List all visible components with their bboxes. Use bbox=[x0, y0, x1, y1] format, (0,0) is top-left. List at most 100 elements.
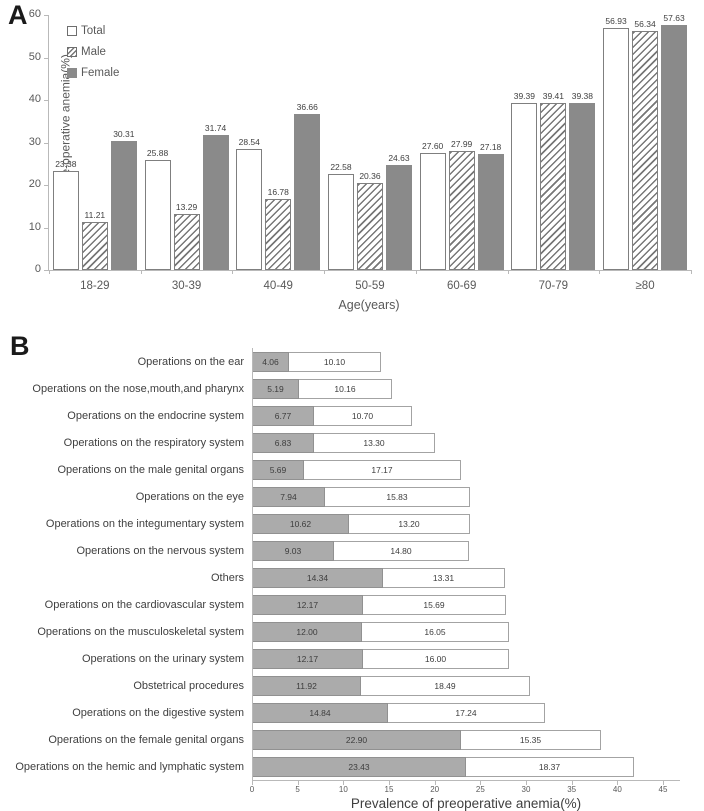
value-label: 27.99 bbox=[451, 139, 473, 149]
value-label: 31.74 bbox=[204, 123, 227, 133]
legend-swatch-male-icon bbox=[67, 47, 77, 57]
bar-area: 5.69 17.17 bbox=[252, 459, 704, 480]
bar-row-operations-on-the-integumentary-system: Operations on the integumentary system 10… bbox=[0, 510, 704, 537]
x-tick-label-b: 20 bbox=[430, 785, 440, 794]
x-tick-label-b: 10 bbox=[338, 785, 348, 794]
value-label: 12.17 bbox=[296, 653, 319, 664]
bar-row-operations-on-the-ear: Operations on the ear 4.06 10.10 bbox=[0, 348, 704, 375]
bar-area: 12.00 16.05 bbox=[252, 621, 704, 642]
bar-row-operations-on-the-cardiovascular-system: Operations on the cardiovascular system 1… bbox=[0, 591, 704, 618]
white-segment-operations-on-the-eye: 15.83 bbox=[325, 486, 470, 507]
x-tick-mark-b bbox=[343, 781, 345, 785]
white-segment-operations-on-the-nose-mouth-and-pharynx: 10.16 bbox=[299, 378, 392, 399]
bar-area: 6.83 13.30 bbox=[252, 432, 704, 453]
gray-segment-operations-on-the-male-genital-organs: 5.69 bbox=[252, 459, 304, 480]
bar-row-operations-on-the-male-genital-organs: Operations on the male genital organs 5.6… bbox=[0, 456, 704, 483]
bar-total-50-59: 22.58 bbox=[327, 162, 354, 270]
category-label-b: Operations on the male genital organs bbox=[57, 463, 244, 476]
x-tick-mark-b bbox=[526, 781, 527, 785]
category-label-b: Operations on the eye bbox=[135, 490, 244, 503]
category-label-a: 30-39 bbox=[171, 280, 202, 292]
y-tick-label-a: 40 bbox=[28, 93, 41, 105]
bar-row-operations-on-the-musculoskeletal-system: Operations on the musculoskeletal system… bbox=[0, 618, 704, 645]
gray-segment-obstetrical-procedures: 11.92 bbox=[252, 675, 361, 696]
value-label: 22.90 bbox=[345, 734, 368, 745]
category-label-a: 50-59 bbox=[355, 280, 385, 292]
bar-female-60-69: 27.18 bbox=[477, 142, 504, 270]
y-tick-mark-a bbox=[44, 270, 49, 271]
y-tick-label-a: 50 bbox=[28, 50, 41, 63]
gray-segment-others: 14.34 bbox=[252, 567, 383, 588]
bar-area: 5.19 10.16 bbox=[252, 378, 704, 399]
x-tick-mark-b bbox=[389, 781, 390, 785]
category-label-b: Operations on the hemic and lymphatic sy… bbox=[15, 760, 244, 773]
panel-b: B Operations on the ear 4.06 10.10 Operatio… bbox=[0, 330, 704, 811]
value-label: 17.17 bbox=[371, 464, 393, 475]
bar-male-80: 56.34 bbox=[632, 19, 659, 270]
x-tick-mark-b bbox=[434, 781, 436, 785]
bar-row-operations-on-the-nose-mouth-and-pharynx: Operations on the nose,mouth,and pharynx… bbox=[0, 375, 704, 402]
x-tick-label-b: 30 bbox=[521, 785, 531, 794]
bar-row-operations-on-the-hemic-and-lymphatic-system: Operations on the hemic and lymphatic sy… bbox=[0, 753, 704, 780]
bar-row-operations-on-the-respiratory-system: Operations on the respiratory system 6.83… bbox=[0, 429, 704, 456]
gray-segment-operations-on-the-female-genital-organs: 22.90 bbox=[252, 729, 461, 750]
x-tick-mark-a bbox=[599, 270, 601, 274]
bar-female-50-59: 24.63 bbox=[385, 153, 412, 270]
bar-groups-a: 23.38 11.21 30.31 18-29 25.88 13.29 31.74 30-39… bbox=[49, 13, 691, 292]
bar-row-operations-on-the-digestive-system: Operations on the digestive system 14.84 1… bbox=[0, 699, 704, 726]
x-tick-mark-a bbox=[232, 270, 234, 274]
bar-area: 7.94 15.83 bbox=[252, 486, 704, 507]
y-tick-label-a: 0 bbox=[34, 263, 41, 275]
value-label: 13.31 bbox=[432, 572, 455, 583]
white-segment-operations-on-the-respiratory-system: 13.30 bbox=[314, 432, 435, 453]
category-label-b: Operations on the ear bbox=[137, 355, 244, 368]
bar-area: 14.34 13.31 bbox=[252, 567, 704, 588]
bar-female-40-49: 36.66 bbox=[294, 102, 321, 270]
value-label: 18.37 bbox=[538, 761, 561, 772]
bar-area: 4.06 10.10 bbox=[252, 351, 704, 372]
legend-item-total: Total bbox=[67, 25, 119, 37]
value-label: 6.77 bbox=[274, 410, 292, 421]
value-label: 18.49 bbox=[434, 680, 456, 691]
x-tick-label-b: 15 bbox=[384, 785, 394, 794]
value-label: 15.83 bbox=[386, 491, 408, 502]
value-label: 14.84 bbox=[309, 707, 331, 718]
white-segment-others: 13.31 bbox=[383, 567, 505, 588]
bar-row-operations-on-the-nervous-system: Operations on the nervous system 9.03 14.8… bbox=[0, 537, 704, 564]
category-label-a: ≥80 bbox=[635, 280, 655, 292]
x-tick-mark-a bbox=[415, 270, 417, 274]
panel-a: A Prevalence of pre-operative anemia(%) … bbox=[0, 0, 704, 330]
value-label: 7.94 bbox=[280, 491, 297, 502]
gray-segment-operations-on-the-integumentary-system: 10.62 bbox=[252, 513, 349, 534]
category-label-a: 40-49 bbox=[263, 280, 293, 292]
bar-female-18-29: 30.31 bbox=[110, 129, 137, 270]
x-tick-label-b: 35 bbox=[567, 785, 577, 794]
value-label: 16.00 bbox=[424, 653, 447, 664]
bar-group-50-59: 22.58 20.36 24.63 50-59 bbox=[327, 15, 412, 292]
x-axis-label-b: Prevalence of preoperative anemia(%) bbox=[350, 796, 582, 811]
gray-segment-operations-on-the-respiratory-system: 6.83 bbox=[252, 432, 314, 453]
white-segment-operations-on-the-urinary-system: 16.00 bbox=[363, 648, 509, 669]
category-label-b: Operations on the endocrine system bbox=[67, 409, 244, 422]
bar-total-80: 56.93 bbox=[603, 16, 630, 270]
legend-label-female: Female bbox=[81, 67, 120, 79]
gray-segment-operations-on-the-digestive-system: 14.84 bbox=[252, 702, 388, 723]
value-label: 24.63 bbox=[388, 153, 410, 163]
y-axis-line-b bbox=[252, 348, 253, 780]
bar-total-40-49: 28.54 bbox=[236, 137, 263, 270]
x-tick-mark-b bbox=[663, 781, 664, 785]
bar-group-70-79: 39.39 39.41 39.38 70-79 bbox=[511, 15, 596, 292]
y-tick-mark-a bbox=[44, 100, 49, 101]
value-label: 11.21 bbox=[84, 210, 106, 220]
value-label: 12.00 bbox=[296, 626, 318, 637]
panel-b-label: B bbox=[10, 331, 30, 361]
value-label: 10.62 bbox=[289, 518, 312, 529]
gray-segment-operations-on-the-endocrine-system: 6.77 bbox=[252, 405, 314, 426]
x-tick-mark-b bbox=[617, 781, 619, 785]
gray-segment-operations-on-the-hemic-and-lymphatic-system: 23.43 bbox=[252, 756, 466, 777]
white-segment-obstetrical-procedures: 18.49 bbox=[361, 675, 530, 696]
category-label-b: Operations on the digestive system bbox=[72, 706, 244, 719]
x-tick-mark-a bbox=[140, 270, 142, 274]
bar-total-18-29: 23.38 bbox=[52, 159, 79, 270]
